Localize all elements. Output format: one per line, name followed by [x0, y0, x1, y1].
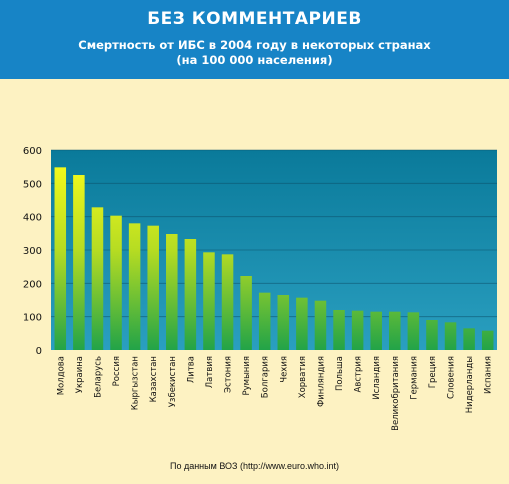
- source-note: По данным ВОЗ (http://www.euro.who.int): [169, 461, 339, 471]
- bar: [166, 234, 178, 350]
- bar: [203, 252, 215, 350]
- bar: [370, 311, 382, 350]
- x-tick-label: Польша: [335, 356, 345, 391]
- x-tick-label: Финляндия: [316, 356, 326, 407]
- y-tick-label: 600: [23, 146, 42, 157]
- bar: [258, 292, 271, 350]
- subtitle-line-2: (на 100 000 населения): [176, 53, 333, 67]
- page-subtitle: Смертность от ИБС в 2004 году в некоторы…: [0, 38, 509, 68]
- bar: [128, 223, 141, 350]
- bar: [110, 215, 122, 350]
- bar: [147, 225, 159, 350]
- x-tick-label: Россия: [112, 356, 122, 386]
- y-tick-label: 300: [23, 246, 42, 257]
- y-tick-label: 500: [23, 179, 42, 190]
- x-tick-label: Узбекистан: [168, 356, 178, 407]
- bar: [54, 167, 67, 350]
- x-tick-label: Германия: [409, 356, 419, 400]
- x-tick-label: Чехия: [279, 356, 289, 383]
- x-tick-label: Нидерланды: [465, 356, 475, 413]
- x-tick-label: Исландия: [372, 356, 382, 400]
- x-tick-label: Словения: [447, 356, 457, 399]
- y-tick-label: 200: [23, 279, 42, 290]
- y-tick-label: 0: [36, 346, 42, 357]
- bar: [407, 312, 420, 350]
- bar: [221, 254, 234, 350]
- header-banner: БЕЗ КОММЕНТАРИЕВ Смертность от ИБС в 200…: [0, 0, 509, 79]
- x-tick-label: Кыргызстан: [131, 356, 141, 410]
- x-tick-label: Австрия: [354, 356, 364, 392]
- x-tick-label: Молдова: [56, 356, 66, 395]
- bar-chart: 0 100 200 300 400 500 600 Молдова Украина Беларус…: [23, 146, 497, 431]
- x-tick-label: Испания: [484, 356, 494, 394]
- x-tick-label: Латвия: [205, 356, 215, 388]
- x-tick-label: Казахстан: [149, 356, 159, 402]
- bar: [240, 276, 252, 350]
- x-tick-label: Румыния: [242, 356, 252, 395]
- bar: [426, 320, 438, 350]
- bar: [389, 311, 401, 350]
- bar: [73, 175, 85, 350]
- bar: [184, 239, 197, 350]
- x-tick-label: Великобритания: [391, 356, 401, 431]
- x-tick-label: Беларусь: [93, 356, 103, 398]
- x-tick-label: Литва: [186, 356, 196, 383]
- bar: [296, 297, 308, 350]
- bar: [91, 207, 104, 350]
- subtitle-line-1: Смертность от ИБС в 2004 году в некоторы…: [78, 38, 431, 52]
- x-tick-label: Греция: [428, 356, 438, 388]
- x-tick-label: Эстония: [224, 356, 234, 393]
- bar: [277, 295, 290, 350]
- bar: [444, 322, 457, 350]
- y-tick-label: 100: [23, 313, 42, 324]
- x-tick-label: Хорватия: [298, 356, 308, 398]
- x-tick-label: Украина: [75, 356, 85, 393]
- bar: [463, 328, 475, 350]
- bar: [351, 310, 364, 350]
- y-tick-label: 400: [23, 213, 42, 224]
- x-tick-label: Болгария: [261, 356, 271, 398]
- page-title: БЕЗ КОММЕНТАРИЕВ: [147, 9, 362, 29]
- bar: [333, 310, 345, 350]
- bar: [314, 300, 327, 350]
- bar: [481, 330, 494, 350]
